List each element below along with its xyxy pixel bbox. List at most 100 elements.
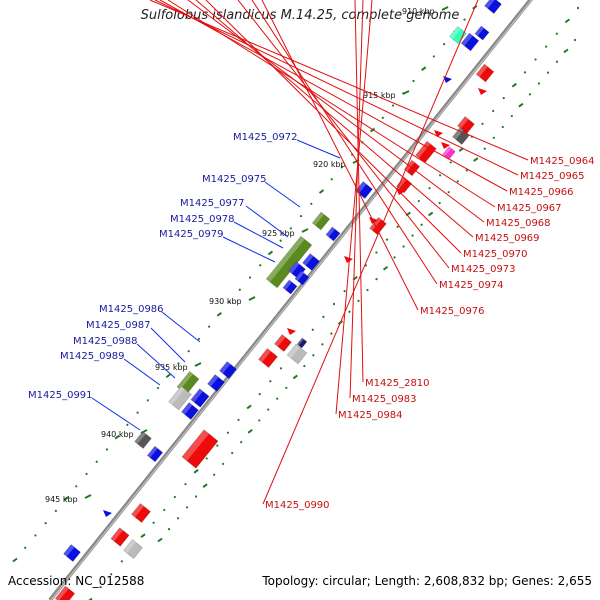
genome-backbone: [48, 0, 533, 600]
kbp-label: 935 kbp: [155, 363, 188, 372]
tick-dot: [555, 32, 558, 35]
gene-label-left: M1425_0978: [170, 214, 235, 225]
gene-body: [258, 348, 278, 368]
gene-label-right: M1425_0969: [475, 233, 540, 244]
tick-dot: [385, 238, 389, 241]
leader-line: [233, 221, 284, 249]
gene-shine: [274, 334, 286, 347]
topology-text: Topology: circular; Length: 2,608,832 bp…: [262, 574, 592, 588]
gene-shine: [457, 116, 469, 129]
gene-body: [282, 279, 298, 295]
tick-dot: [238, 288, 241, 291]
gene-body: [63, 544, 81, 562]
tick-dot: [237, 418, 240, 421]
tick-mark: [564, 18, 570, 24]
leader-line: [154, 0, 519, 176]
gene-label-left: M1425_0987: [86, 320, 151, 331]
gene-shine: [287, 344, 300, 359]
gene-shine: [484, 0, 496, 9]
gene-body: [484, 0, 502, 14]
tick-mark: [63, 496, 69, 501]
tick-dot: [185, 506, 189, 509]
tick-mark: [140, 533, 146, 538]
forward-gene: [302, 253, 320, 271]
tick-dot: [456, 180, 459, 183]
tick-dot: [310, 202, 313, 205]
tick-dot: [432, 55, 436, 58]
tick-mark: [292, 374, 298, 380]
tick-dot: [177, 362, 180, 365]
tick-mark: [88, 597, 93, 600]
kbp-tick: [248, 296, 256, 301]
tick-dot: [340, 165, 344, 169]
leader-line: [195, 0, 474, 238]
leader-line: [245, 205, 289, 238]
tick-dot: [85, 472, 88, 476]
forward-gene: [146, 445, 164, 463]
tick-dot: [156, 386, 160, 390]
leader-line: [136, 343, 176, 379]
tick-dot: [197, 337, 201, 341]
reverse-arrow: [344, 256, 353, 263]
tick-dot: [152, 521, 155, 524]
tick-dot: [449, 161, 452, 164]
kbp-label: 915 kbp: [363, 91, 396, 100]
gene-shine: [177, 371, 193, 390]
tick-dot: [24, 546, 27, 549]
gene-shine: [294, 270, 304, 281]
leader-line: [335, 0, 373, 415]
gene-shine: [415, 141, 431, 158]
gene-body: [190, 388, 210, 408]
gene-body: [146, 445, 164, 463]
tick-dot: [555, 60, 559, 63]
tick-dot: [194, 495, 198, 498]
tick-dot: [248, 276, 252, 279]
tick-dot: [391, 104, 395, 107]
leader-line: [262, 0, 479, 505]
kbp-tick: [301, 228, 309, 233]
tick-dot: [375, 251, 378, 254]
tick-dot: [176, 517, 180, 520]
tick-mark: [165, 373, 171, 379]
tick-dot: [222, 462, 225, 466]
kbp-tick: [441, 6, 449, 11]
gene-shine: [207, 374, 219, 387]
tick-dot: [420, 223, 423, 226]
kbp-tick: [194, 362, 202, 367]
forward-gene: [282, 279, 298, 295]
gene-shine: [282, 279, 292, 290]
gene-body: [207, 374, 225, 392]
gene-body: [296, 337, 308, 349]
tick-mark: [428, 211, 434, 217]
tick-mark: [518, 102, 524, 108]
forward-gene: [190, 388, 210, 408]
tick-dot: [412, 79, 415, 83]
tick-dot: [205, 457, 208, 460]
tick-dot: [366, 288, 369, 292]
tick-dot: [393, 256, 396, 259]
tick-dot: [492, 109, 495, 113]
tick-dot: [44, 522, 47, 525]
leader-line: [349, 0, 364, 399]
tick-dot: [187, 350, 190, 353]
leader-line: [149, 0, 529, 161]
gene-body: [460, 32, 480, 52]
gene-labels: M1425_0972 M1425_0975 M1425_0977 M1425_0978…: [28, 132, 595, 511]
gene-label-right: M1425_0974: [439, 280, 504, 291]
forward-gene: [325, 226, 341, 242]
gene-shine: [63, 544, 75, 557]
tick-mark: [193, 469, 199, 474]
leader-line: [205, 0, 462, 254]
leader-line: [237, 0, 450, 269]
reverse-arrow: [441, 142, 450, 149]
tick-dot: [396, 225, 399, 228]
forward-gene: [484, 0, 502, 14]
tick-dot: [573, 38, 577, 42]
tick-dot: [184, 483, 187, 486]
leader-line: [251, 0, 438, 285]
tick-dot: [311, 328, 314, 331]
leader-line: [91, 397, 141, 431]
tick-dot: [322, 315, 325, 318]
leader-line: [167, 0, 496, 208]
gene-body: [302, 253, 320, 271]
